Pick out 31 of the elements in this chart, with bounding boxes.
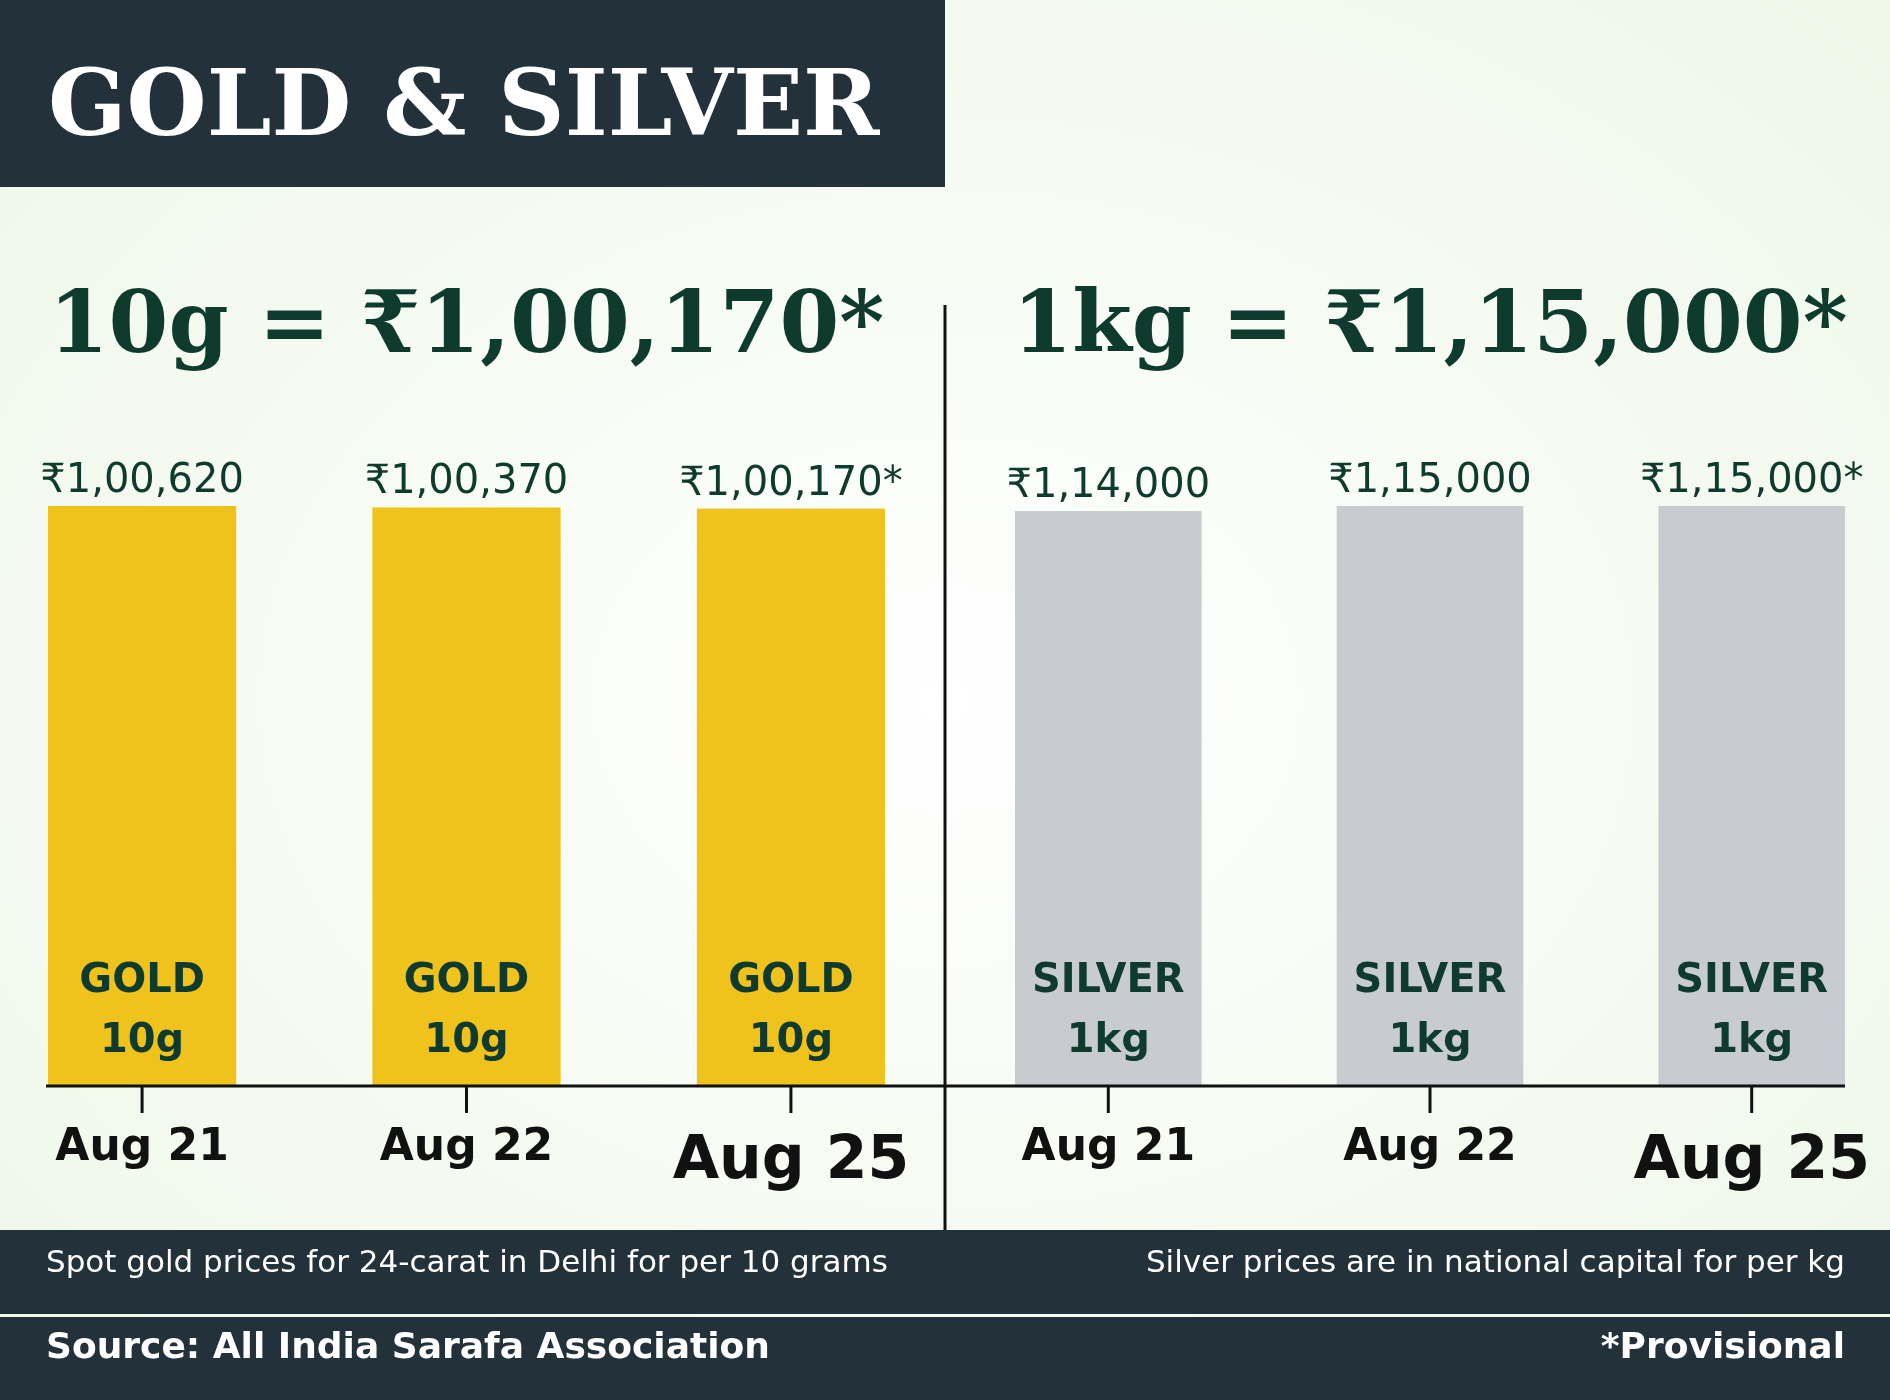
annotation: 10g xyxy=(424,1015,509,1061)
annotation: GOLD xyxy=(79,955,205,1001)
data-label: ₹1,15,000* xyxy=(1639,455,1864,501)
annotation: 1kg xyxy=(1388,1015,1472,1061)
annotation: 10g xyxy=(99,1015,185,1061)
annotation: GOLD xyxy=(728,955,854,1001)
x-tick-label: Aug 25 xyxy=(672,1122,910,1192)
chart-subtitle: 1kg = ₹1,15,000* xyxy=(1012,271,1848,372)
data-label: ₹1,00,170* xyxy=(679,457,903,504)
chart-title: GOLD & SILVER xyxy=(48,49,881,157)
text: Spot gold prices for 24-carat in Delhi for per 10 grams xyxy=(46,1243,888,1279)
data-label: ₹1,14,000 xyxy=(1006,460,1211,507)
annotation: 1kg xyxy=(1066,1015,1150,1061)
x-tick-label: Aug 22 xyxy=(1343,1119,1517,1170)
chart-subtitle: 10g = ₹1,00,170* xyxy=(48,271,885,372)
annotation: SILVER xyxy=(1353,955,1507,1001)
x-tick-label: Aug 25 xyxy=(1633,1122,1870,1192)
annotation: SILVER xyxy=(1675,955,1829,1001)
x-tick-label: Aug 21 xyxy=(1021,1119,1196,1170)
x-tick-label: Aug 22 xyxy=(379,1119,554,1170)
source-note: Source: All India Sarafa Association xyxy=(46,1325,770,1366)
annotation: GOLD xyxy=(403,955,530,1001)
annotation: 10g xyxy=(748,1015,834,1061)
text: *Provisional xyxy=(1600,1325,1845,1366)
annotation: SILVER xyxy=(1031,955,1185,1001)
x-tick-label: Aug 21 xyxy=(55,1119,229,1170)
annotation: 1kg xyxy=(1710,1015,1794,1061)
data-label: ₹1,00,620 xyxy=(40,455,244,501)
data-label: ₹1,15,000 xyxy=(1328,455,1532,501)
data-label: ₹1,00,370 xyxy=(364,456,569,503)
text: Silver prices are in national capital for per kg xyxy=(1145,1243,1845,1279)
